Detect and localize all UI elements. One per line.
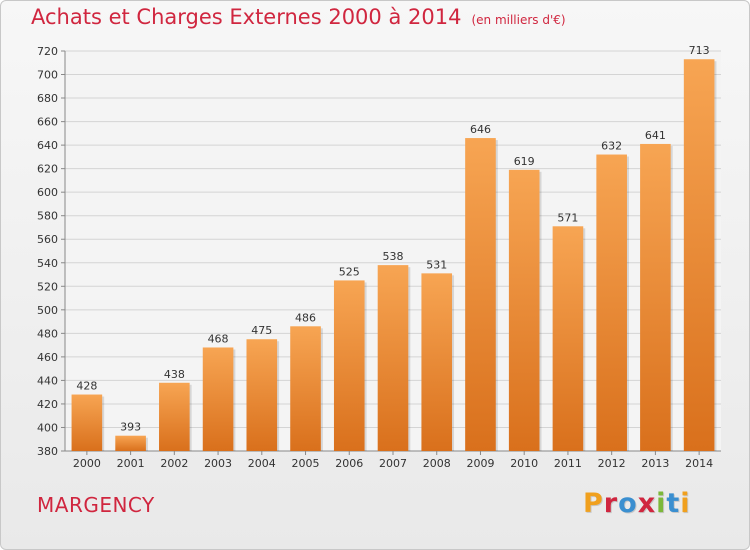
x-tick-label: 2008 <box>423 457 451 470</box>
bar-value-label: 438 <box>164 368 185 381</box>
y-tick-label: 600 <box>37 186 58 199</box>
bar-value-label: 538 <box>383 250 404 263</box>
x-tick-label: 2004 <box>248 457 276 470</box>
bar <box>508 169 540 451</box>
bar <box>115 435 146 451</box>
x-tick-label: 2001 <box>117 457 145 470</box>
bar-value-label: 571 <box>557 211 578 224</box>
y-tick-label: 660 <box>37 116 58 129</box>
bar-value-label: 468 <box>208 332 229 345</box>
bar <box>640 143 671 452</box>
bar-value-label: 713 <box>689 44 710 57</box>
y-tick-label: 520 <box>37 280 58 293</box>
y-tick-label: 500 <box>37 304 58 317</box>
bar <box>552 226 584 451</box>
bar <box>421 273 453 451</box>
x-tick-label: 2007 <box>379 457 407 470</box>
y-tick-label: 580 <box>37 210 58 223</box>
y-tick-label: 540 <box>37 257 58 270</box>
bar <box>290 326 321 451</box>
bar <box>377 265 409 451</box>
bar <box>71 394 103 451</box>
y-tick-label: 460 <box>37 351 58 364</box>
y-tick-label: 620 <box>37 163 58 176</box>
y-tick-label: 440 <box>37 374 58 387</box>
x-tick-label: 2014 <box>685 457 713 470</box>
x-tick-label: 2011 <box>554 457 582 470</box>
title-row: Achats et Charges Externes 2000 à 2014 (e… <box>31 5 566 29</box>
x-tick-label: 2006 <box>335 457 363 470</box>
x-tick-label: 2000 <box>73 457 101 470</box>
x-tick-label: 2013 <box>641 457 669 470</box>
y-tick-label: 420 <box>37 398 58 411</box>
y-tick-label: 680 <box>37 92 58 105</box>
bar <box>333 280 365 451</box>
y-tick-label: 700 <box>37 69 58 82</box>
y-tick-label: 400 <box>37 421 58 434</box>
x-tick-label: 2012 <box>598 457 626 470</box>
bar-value-label: 486 <box>295 311 316 324</box>
bar <box>465 138 496 451</box>
bar-value-label: 475 <box>251 324 272 337</box>
bar-value-label: 619 <box>514 155 535 168</box>
bar <box>596 154 627 451</box>
x-tick-label: 2002 <box>160 457 188 470</box>
bar-value-label: 632 <box>601 140 622 153</box>
bar <box>159 382 190 451</box>
bar-value-label: 428 <box>76 380 97 393</box>
place-name: MARGENCY <box>37 493 155 517</box>
chart-subtitle: (en milliers d'€) <box>471 13 566 27</box>
bar <box>683 59 715 452</box>
y-tick-label: 720 <box>37 45 58 58</box>
x-tick-label: 2010 <box>510 457 538 470</box>
bar-value-label: 646 <box>470 123 491 136</box>
y-tick-label: 560 <box>37 233 58 246</box>
y-tick-label: 380 <box>37 445 58 458</box>
y-tick-label: 480 <box>37 327 58 340</box>
bar <box>246 339 278 451</box>
x-tick-label: 2009 <box>466 457 494 470</box>
bar-value-label: 525 <box>339 265 360 278</box>
proxiti-logo[interactable]: Proxiti <box>583 488 691 519</box>
bar <box>202 347 234 451</box>
chart-title: Achats et Charges Externes 2000 à 2014 <box>31 5 462 29</box>
x-tick-label: 2003 <box>204 457 232 470</box>
y-tick-label: 640 <box>37 139 58 152</box>
x-tick-label: 2005 <box>292 457 320 470</box>
bar-value-label: 641 <box>645 129 666 142</box>
bar-value-label: 393 <box>120 421 141 434</box>
bar-value-label: 531 <box>426 258 447 271</box>
